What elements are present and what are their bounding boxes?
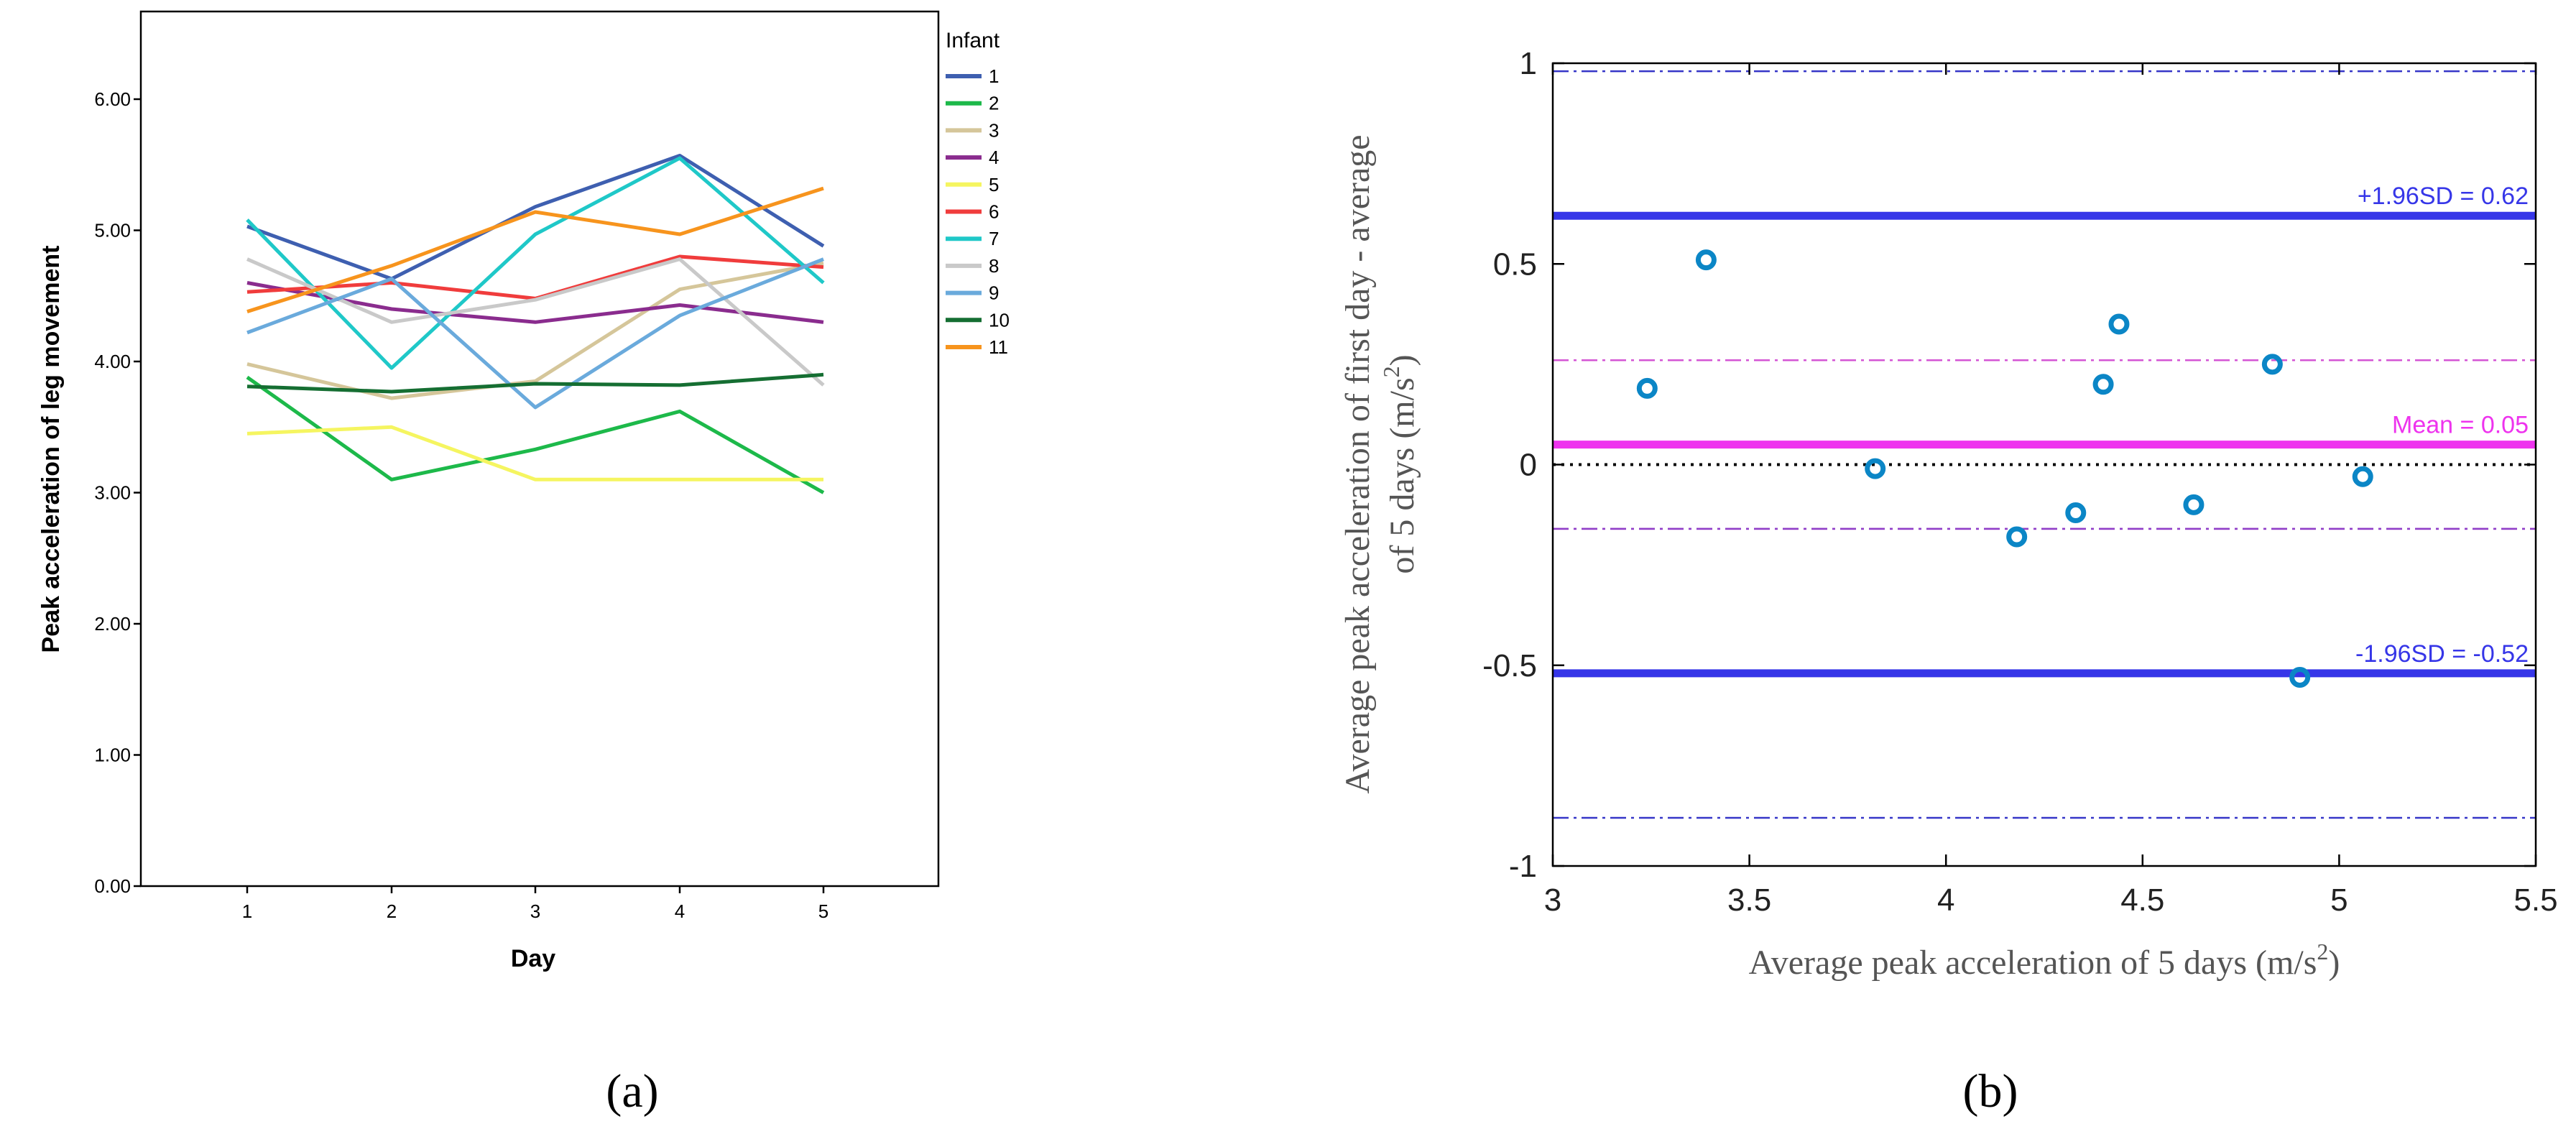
panel-b-x-tick-label: 4.5 [2120, 883, 2164, 918]
panel-b-data-point [1695, 249, 1717, 271]
panel-b-data-point [2352, 466, 2373, 487]
panel-a-y-tick-label: 6.00 [94, 88, 131, 110]
panel-b-x-tick-label: 3 [1544, 883, 1561, 918]
panel-a-line-chart: 0.00 1.00 2.00 3.00 4.00 5.00 6.00 1 2 3 4 5 Day P… [37, 10, 1010, 1118]
panel-b-data-point [2183, 494, 2205, 515]
panel-b-data-point [1865, 458, 1886, 479]
panel-a-legend-label-7: 7 [989, 228, 999, 249]
panel-b-x-tick-label: 4 [1937, 883, 1954, 918]
panel-b-data-point [2261, 354, 2283, 375]
panel-b-x-tick-label: 3.5 [1727, 883, 1771, 918]
panel-a-y-tick-label: 2.00 [94, 613, 131, 635]
panel-b-x-axis-label-end: ) [2328, 944, 2340, 982]
panel-b-x-tick-label: 5 [2330, 883, 2348, 918]
panel-a-legend-title: Infant [946, 29, 1000, 52]
panel-b-reference-labels: +1.96SD = 0.62 Mean = 0.05 -1.96SD = -0.52 [2355, 183, 2529, 668]
panel-a-x-ticks: 1 2 3 4 5 [242, 886, 828, 922]
panel-a-y-tick-label: 5.00 [94, 220, 131, 241]
panel-b-data-point [2108, 313, 2130, 335]
panel-a-series-line-infant-11 [246, 186, 824, 313]
panel-b-y-axis-label-end: ) [1383, 354, 1421, 366]
panel-a-x-tick-label: 3 [530, 900, 540, 922]
panel-b-data-point [2006, 526, 2028, 548]
panel-a-series-line-infant-9 [246, 257, 824, 410]
panel-b-reference-lines [1553, 70, 2536, 819]
panel-b-y-tick-label: 1 [1520, 46, 1537, 81]
panel-a-y-ticks: 0.00 1.00 2.00 3.00 4.00 5.00 6.00 [94, 88, 141, 897]
panel-b-y-tick-label: 0.5 [1493, 246, 1537, 282]
panel-a-x-tick-label: 1 [242, 900, 252, 922]
panel-a-legend-label-11: 11 [989, 336, 1008, 358]
panel-b-y-ticks: -1 -0.5 0 0.5 1 [1482, 46, 2536, 884]
panel-b-x-axis-label-sup: 2 [2317, 939, 2328, 964]
panel-b-data-point [2289, 667, 2311, 688]
panel-a-y-axis-label: Peak acceleration of leg movement [37, 246, 65, 653]
panel-b-y-axis-label-line2-text: of 5 days (m/s [1383, 377, 1421, 573]
panel-b-y-axis-label-line2: of 5 days (m/s2) [1378, 354, 1421, 573]
panel-b-y-tick-label: -1 [1509, 849, 1537, 884]
panel-b-caption-text: (b) [1963, 1065, 2018, 1118]
panel-a-legend-label-3: 3 [989, 119, 999, 141]
panel-b-x-axis-label-text: Average peak acceleration of 5 days (m/s [1749, 944, 2317, 982]
panel-a-x-tick-label: 2 [387, 900, 397, 922]
panel-b-data-point [2065, 502, 2087, 524]
panel-a-caption-text: (a) [606, 1065, 658, 1118]
panel-a-y-tick-label: 3.00 [94, 482, 131, 504]
panel-a-legend-label-4: 4 [989, 147, 999, 168]
panel-a-series-line-infant-8 [246, 257, 825, 387]
panel-b-caption-label: (b) [1963, 1065, 2018, 1118]
panel-b-y-tick-label: -0.5 [1482, 648, 1537, 683]
panel-a-series-line-infant-4 [246, 281, 824, 324]
panel-b-reference-label-upper-loa: +1.96SD = 0.62 [2358, 183, 2529, 210]
panel-a-x-tick-label: 4 [675, 900, 685, 922]
panel-b-y-axis-label-line1: Average peak acceleration of first day -… [1339, 134, 1377, 793]
panel-a-y-tick-label: 0.00 [94, 875, 131, 897]
panel-a-series-line-infant-5 [246, 425, 823, 481]
panel-a-legend-label-9: 9 [989, 282, 999, 304]
panel-b-reference-label-mean: Mean = 0.05 [2392, 412, 2529, 439]
panel-b-bland-altman-plot: -1 -0.5 0 0.5 1 3 3.5 4 4.5 5 5.5 +1.96SD = 0.62 M… [1339, 46, 2558, 1118]
panel-b-data-point [1636, 377, 1658, 399]
panel-a-y-tick-label: 1.00 [94, 745, 131, 766]
panel-a-series-line-infant-1 [246, 154, 825, 281]
panel-a-x-tick-label: 5 [818, 900, 828, 922]
panel-a-x-axis-label: Day [511, 945, 555, 972]
panel-b-reference-label-lower-loa: -1.96SD = -0.52 [2355, 640, 2529, 668]
panel-a-series-lines [246, 154, 825, 494]
panel-b-x-tick-label: 5.5 [2513, 883, 2557, 918]
panel-a-y-tick-label: 4.00 [94, 351, 131, 372]
panel-b-scatter-points [1636, 249, 2373, 688]
panel-a-series-line-infant-10 [246, 372, 824, 394]
panel-a-legend-label-10: 10 [989, 309, 1010, 331]
panel-a-legend-label-2: 2 [989, 93, 999, 114]
panel-a-legend-label-8: 8 [989, 255, 999, 277]
panel-a-legend-label-6: 6 [989, 201, 999, 223]
panel-a-plot-frame [139, 10, 940, 888]
panel-a-series-line-infant-3 [246, 261, 824, 400]
panel-b-y-axis-label: Average peak acceleration of first day -… [1339, 134, 1421, 793]
panel-b-data-point [2092, 374, 2114, 395]
panel-a-legend-label-5: 5 [989, 174, 999, 195]
panel-a-series-line-infant-2 [246, 375, 825, 494]
panel-b-x-axis-label: Average peak acceleration of 5 days (m/s… [1749, 939, 2340, 982]
panel-b-y-tick-label: 0 [1520, 448, 1537, 483]
panel-a-series-line-infant-7 [246, 156, 825, 370]
panel-a-legend-items: 1 2 3 4 5 6 7 8 9 10 11 [946, 65, 1010, 358]
panel-a-legend-label-1: 1 [989, 65, 999, 87]
panel-b-y-axis-label-sup: 2 [1378, 366, 1404, 377]
panel-a-legend: Infant 1 2 3 4 5 6 7 8 9 10 11 [946, 29, 1010, 358]
panel-b-x-ticks: 3 3.5 4 4.5 5 5.5 [1544, 63, 2558, 918]
panel-a-caption-label: (a) [606, 1065, 658, 1118]
